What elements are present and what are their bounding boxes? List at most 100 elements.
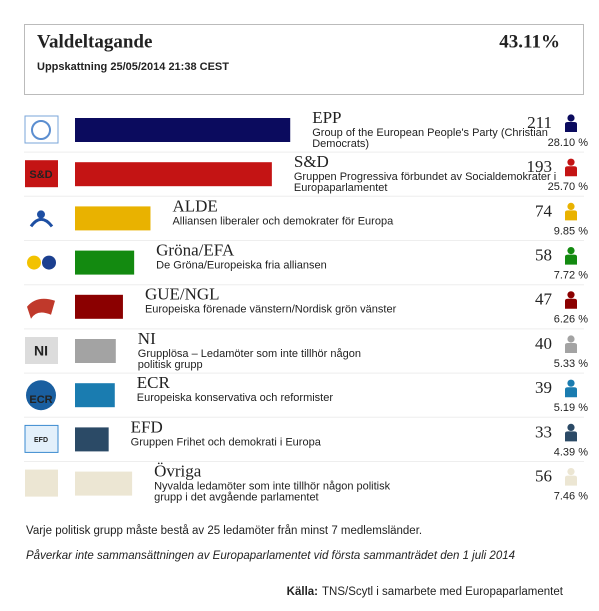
seat-count: 58 (535, 246, 552, 265)
party-name: EPP (312, 108, 341, 127)
description-line: Gruppen Progressiva förbundet av Sociald… (294, 171, 556, 183)
logo-sun (27, 255, 41, 270)
description-line: Group of the European People's Party (Ch… (312, 127, 548, 139)
person-icon (565, 210, 577, 221)
party-description: Grupplösa – Ledamöter som inte tillhör n… (138, 348, 361, 371)
seat-count: 39 (535, 378, 552, 397)
party-logo (29, 210, 54, 228)
seat-count: 74 (535, 201, 553, 220)
share-label: 5.19 % (554, 402, 588, 414)
logo-text: EFD (34, 437, 48, 444)
party-name: Gröna/EFA (156, 241, 235, 260)
description-line: grupp i det avgående parlamentet (154, 492, 319, 504)
person-icon (567, 423, 575, 431)
source-label: Källa: (287, 586, 318, 598)
logo-bg (25, 160, 58, 188)
description-line: Nyvalda ledamöter som inte tillhör någon… (154, 481, 391, 493)
logo-text: NI (34, 343, 48, 359)
party-logo: S&D (25, 160, 58, 188)
party-description: Nyvalda ledamöter som inte tillhör någon… (154, 481, 391, 504)
person-icon (565, 343, 577, 353)
person-icon (565, 431, 577, 442)
party-description: Europeiska konservativa och reformister (137, 392, 334, 404)
logo-eu (42, 255, 56, 270)
person-icon (567, 291, 575, 299)
person-icon (567, 335, 575, 343)
party-name: Övriga (154, 462, 202, 481)
person-icon (565, 298, 577, 309)
seat-count: 33 (535, 422, 552, 441)
logo-text: S&D (29, 169, 52, 181)
share-label: 4.39 % (554, 446, 588, 458)
share-label: 6.26 % (554, 314, 588, 326)
bar (75, 206, 151, 231)
bar (75, 118, 291, 142)
person-icon (565, 122, 577, 132)
logo-bg (26, 380, 56, 411)
seat-count: 211 (527, 113, 552, 132)
description-line: Grupplösa – Ledamöter som inte tillhör n… (138, 348, 361, 360)
seat-count: 47 (535, 290, 553, 309)
source: TNS/Scytl i samarbete med Europaparlamen… (322, 586, 564, 598)
party-description: De Gröna/Europeiska fria alliansen (156, 260, 327, 272)
person-icon (565, 475, 577, 486)
description-line: Europaparlamentet (294, 182, 388, 194)
seat-count: 56 (535, 467, 552, 486)
person-icon (567, 158, 575, 166)
share-label: 28.10 % (548, 137, 589, 149)
seat-count: 40 (535, 334, 552, 353)
turnout: 43.11% (499, 31, 560, 52)
description-line: politisk grupp (138, 359, 203, 371)
logo-figure (37, 210, 45, 219)
party-name: ECR (137, 373, 171, 392)
logo-text: ECR (29, 394, 52, 406)
party-logo: NI (25, 337, 58, 364)
party-logo (24, 115, 59, 144)
share-label: 7.46 % (554, 491, 588, 503)
party-name: GUE/NGL (145, 285, 220, 304)
party-description: Group of the European People's Party (Ch… (312, 127, 548, 150)
party-name: S&D (294, 152, 329, 171)
person-icon (567, 202, 575, 210)
logo-bg (24, 424, 59, 453)
bar (75, 294, 123, 319)
party-logo (27, 255, 56, 270)
logo-bg (25, 337, 58, 364)
logo-flag (27, 298, 55, 319)
bar (75, 162, 272, 187)
note: Varje politisk grupp måste bestå av 25 l… (26, 525, 422, 537)
person-icon (567, 468, 575, 476)
person-icon (567, 247, 575, 255)
chart-title: Valdeltagande (37, 31, 152, 52)
description-line: Democrats) (312, 138, 369, 150)
bar (75, 471, 133, 496)
share-label: 9.85 % (554, 225, 588, 237)
party-logo (27, 298, 55, 319)
party-name: ALDE (172, 196, 217, 215)
note: Påverkar inte sammansättningen av Europa… (26, 550, 515, 562)
share-label: 5.33 % (554, 358, 588, 370)
party-name: NI (138, 329, 156, 348)
person-icon (565, 166, 577, 177)
party-logo: EFD (24, 424, 59, 453)
party-description: Alliansen liberaler och demokrater för E… (172, 215, 394, 227)
person-icon (567, 379, 575, 387)
logo-figure (29, 217, 54, 228)
party-description: Gruppen Progressiva förbundet av Sociald… (294, 171, 556, 194)
party-description: Europeiska förenade vänstern/Nordisk grö… (145, 304, 397, 316)
share-label: 7.72 % (554, 270, 588, 282)
bar (75, 427, 109, 452)
logo-ring (31, 120, 51, 140)
person-icon (567, 114, 575, 122)
bar (75, 383, 115, 408)
party-logo (25, 469, 58, 497)
person-icon (565, 254, 577, 265)
bar (75, 250, 135, 275)
bar (75, 339, 116, 363)
person-icon (565, 387, 577, 398)
share-label: 25.70 % (548, 181, 589, 193)
party-description: Gruppen Frihet och demokrati i Europa (131, 436, 322, 448)
party-name: EFD (131, 417, 163, 436)
logo-bg (25, 469, 58, 497)
